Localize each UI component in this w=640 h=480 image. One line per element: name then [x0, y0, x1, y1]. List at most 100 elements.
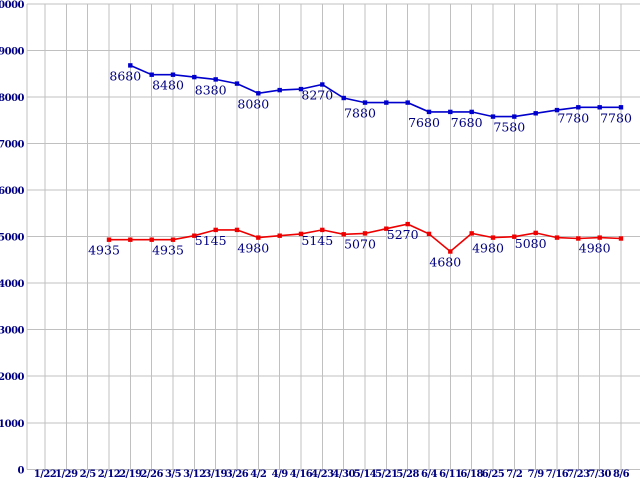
x-tick-label: 4/16 — [290, 469, 313, 480]
x-tick-label: 4/9 — [272, 469, 289, 480]
series-line — [129, 64, 621, 118]
x-tick-label: 7/30 — [588, 469, 611, 480]
data-point-marker — [618, 236, 624, 241]
data-point-marker — [469, 231, 474, 236]
data-point-marker — [618, 105, 624, 110]
x-tick-label: 1/22 — [34, 469, 57, 480]
data-point-marker — [320, 82, 325, 87]
data-point-label: 8270 — [301, 88, 333, 103]
x-tick-label: 7/16 — [546, 469, 569, 480]
data-point-marker — [426, 231, 432, 237]
data-point-marker — [490, 235, 496, 240]
data-point-marker — [576, 105, 581, 110]
x-tick-label: 3/5 — [165, 469, 182, 480]
data-point-marker — [298, 86, 304, 92]
y-tick-label: 5000 — [0, 233, 25, 244]
data-point-marker — [426, 109, 432, 115]
x-tick-label: 8/6 — [613, 469, 630, 480]
data-point-marker — [576, 236, 581, 241]
data-point-label: 4980 — [472, 241, 504, 256]
data-point-marker — [554, 107, 560, 113]
data-point-marker — [362, 231, 368, 236]
data-point-label: 7780 — [557, 110, 589, 125]
data-point-label: 4680 — [429, 255, 461, 270]
data-point-label: 7580 — [493, 120, 525, 135]
x-tick-label: 3/12 — [183, 469, 206, 480]
data-point-marker — [170, 237, 176, 242]
series-lower-red-series: 4935 4935 5145 4980 5145 5070 5270 4680 4980 5080… — [88, 221, 624, 270]
data-point-marker — [213, 227, 218, 233]
x-tick-label: 7/23 — [567, 469, 590, 480]
x-tick-label: 2/19 — [119, 469, 142, 480]
data-point-label: 4980 — [579, 241, 611, 256]
y-tick-label: 7000 — [0, 140, 25, 151]
y-tick-label: 4000 — [0, 279, 25, 290]
x-tick-label: 2/26 — [140, 469, 163, 480]
data-point-label: 8080 — [237, 96, 269, 111]
x-axis-tick-labels: 1/221/29 2/5 2/122/192/26 3/5 3/123/193/26 4/… — [34, 469, 630, 480]
x-tick-label: 5/14 — [354, 469, 377, 480]
data-point-label: 8680 — [109, 68, 141, 83]
series-upper-blue-series: 8680 8480 8380 8080 8270 7880 7680 7680 7580 7780… — [109, 63, 632, 135]
data-point-marker — [106, 237, 112, 242]
data-point-marker — [170, 72, 176, 77]
x-tick-label: 7/9 — [528, 469, 545, 480]
x-tick-label: 6/25 — [482, 469, 505, 480]
data-point-marker — [192, 74, 197, 80]
data-point-marker — [554, 235, 560, 240]
data-point-marker — [597, 105, 602, 110]
data-point-marker — [149, 237, 154, 242]
data-point-marker — [128, 63, 133, 68]
x-tick-label: 6/18 — [460, 469, 483, 480]
data-point-marker — [448, 109, 453, 115]
x-tick-label: 5/21 — [375, 469, 398, 480]
y-tick-label: 9000 — [0, 47, 25, 58]
x-tick-label: 5/28 — [396, 469, 419, 480]
data-point-label: 7680 — [408, 115, 440, 130]
data-point-marker — [256, 91, 261, 96]
y-tick-label: 2000 — [0, 372, 25, 383]
x-tick-label: 4/30 — [332, 469, 355, 480]
data-point-marker — [298, 231, 304, 237]
x-tick-label: 1/29 — [55, 469, 78, 480]
data-point-marker — [128, 237, 133, 242]
data-point-label: 5270 — [387, 227, 419, 242]
x-tick-label: 2/12 — [98, 469, 121, 480]
data-point-marker — [448, 249, 453, 254]
data-point-label: 7880 — [344, 106, 376, 121]
data-point-marker — [234, 227, 240, 233]
data-point-marker — [405, 221, 410, 227]
data-point-label: 5145 — [195, 233, 227, 248]
data-point-marker — [512, 114, 517, 119]
data-point-marker — [341, 232, 346, 237]
data-point-marker — [341, 95, 346, 101]
data-point-label: 4935 — [152, 243, 184, 258]
grid-lines — [26, 3, 640, 470]
data-point-label: 5070 — [344, 236, 376, 251]
y-tick-label: 0 — [18, 465, 25, 476]
data-point-marker — [213, 77, 218, 82]
data-point-label: 7680 — [451, 115, 483, 130]
y-tick-label: 1000 — [0, 419, 25, 430]
data-point-label: 4935 — [88, 243, 120, 258]
x-tick-label: 2/5 — [80, 469, 97, 480]
data-point-marker — [277, 233, 282, 238]
data-point-marker — [384, 226, 389, 231]
data-point-marker — [469, 109, 474, 115]
y-tick-label: 6000 — [0, 186, 25, 197]
data-point-marker — [512, 234, 517, 239]
data-point-label: 8380 — [195, 82, 227, 97]
data-point-marker — [533, 111, 538, 116]
y-axis-tick-labels: 0 1000 2000 3000 4000 5000 6000 7000 8000 9000 100… — [0, 0, 25, 476]
x-tick-label: 3/19 — [204, 469, 227, 480]
data-point-marker — [362, 100, 368, 105]
data-point-marker — [533, 230, 538, 236]
y-tick-label: 10000 — [0, 0, 25, 11]
y-tick-label: 3000 — [0, 326, 25, 337]
data-point-marker — [320, 227, 325, 233]
data-point-marker — [405, 100, 410, 105]
x-tick-label: 7/2 — [506, 469, 523, 480]
data-point-marker — [384, 100, 389, 105]
